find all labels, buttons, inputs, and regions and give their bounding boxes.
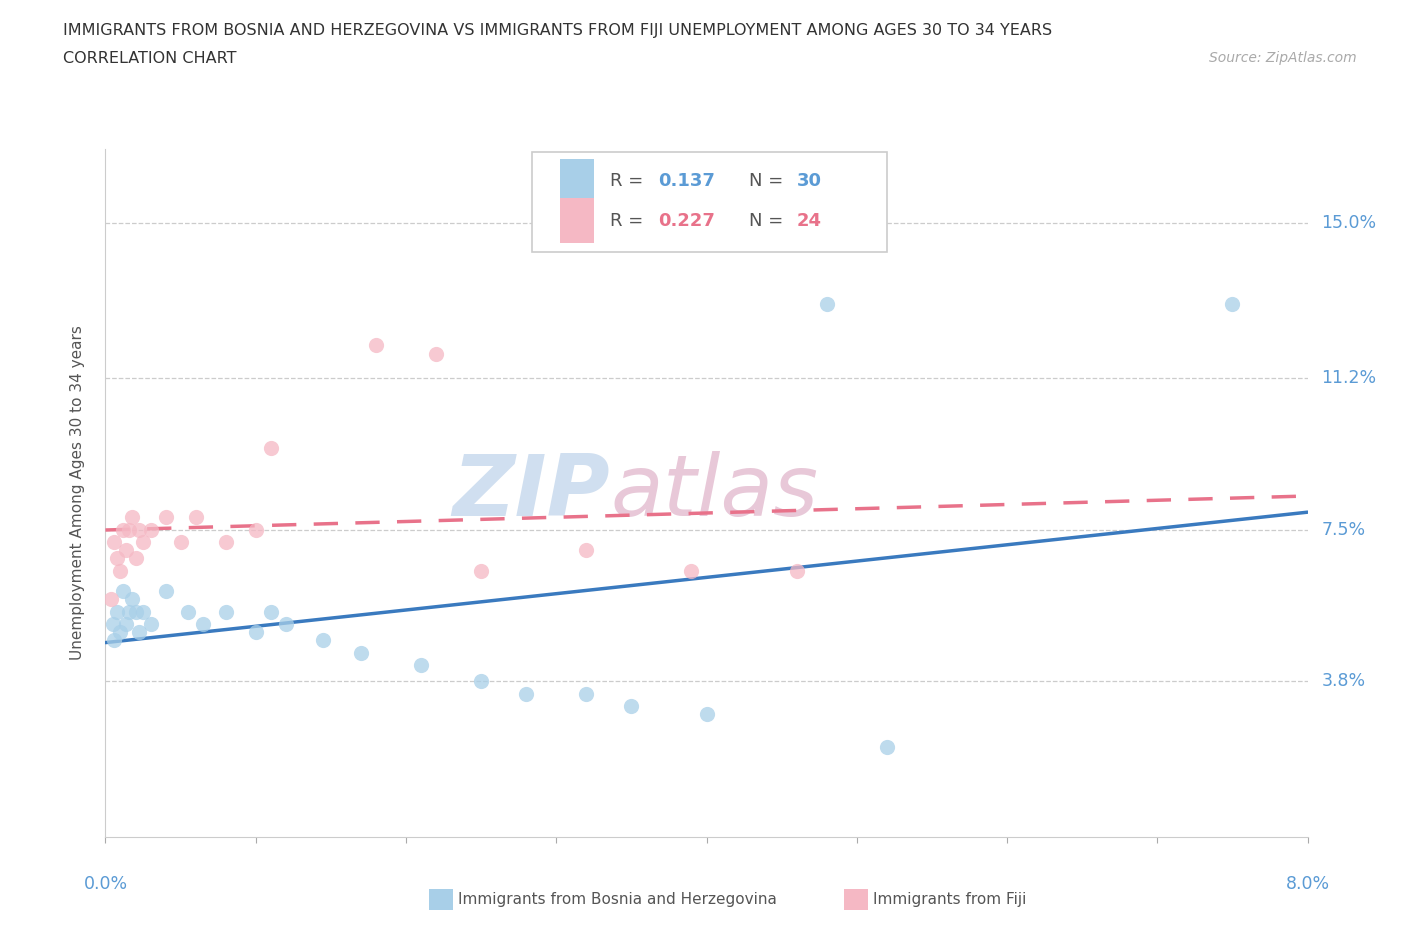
Point — [118, 604, 141, 619]
Point — [191, 617, 214, 631]
Point — [110, 625, 132, 640]
Point — [139, 617, 162, 631]
Y-axis label: Unemployment Among Ages 30 to 34 years: Unemployment Among Ages 30 to 34 years — [70, 326, 84, 660]
FancyBboxPatch shape — [560, 198, 593, 244]
Text: 0.227: 0.227 — [658, 211, 716, 230]
Point — [470, 674, 492, 689]
Point — [110, 564, 132, 578]
Text: R =: R = — [610, 172, 644, 191]
Text: Immigrants from Fiji: Immigrants from Fiji — [873, 892, 1026, 907]
Point — [103, 535, 125, 550]
Point — [100, 592, 122, 607]
Point — [132, 535, 155, 550]
Text: ZIP: ZIP — [453, 451, 610, 535]
Point — [115, 543, 138, 558]
Point — [121, 592, 143, 607]
Point — [425, 346, 447, 361]
Point — [112, 584, 135, 599]
Point — [350, 645, 373, 660]
Text: CORRELATION CHART: CORRELATION CHART — [63, 51, 236, 66]
Text: 0.137: 0.137 — [658, 172, 716, 191]
Text: 7.5%: 7.5% — [1322, 521, 1365, 538]
Point — [214, 604, 236, 619]
Text: 0.0%: 0.0% — [83, 875, 128, 893]
Text: Source: ZipAtlas.com: Source: ZipAtlas.com — [1209, 51, 1357, 65]
Point — [107, 551, 129, 565]
Point — [155, 584, 177, 599]
Point — [245, 625, 267, 640]
Point — [364, 338, 387, 352]
Point — [876, 739, 898, 754]
Text: 24: 24 — [797, 211, 821, 230]
Point — [260, 441, 283, 456]
Text: 8.0%: 8.0% — [1285, 875, 1330, 893]
Text: 3.8%: 3.8% — [1322, 672, 1365, 690]
Point — [815, 297, 838, 312]
Point — [575, 686, 598, 701]
Text: atlas: atlas — [610, 451, 818, 535]
Text: IMMIGRANTS FROM BOSNIA AND HERZEGOVINA VS IMMIGRANTS FROM FIJI UNEMPLOYMENT AMON: IMMIGRANTS FROM BOSNIA AND HERZEGOVINA V… — [63, 23, 1053, 38]
Point — [245, 523, 267, 538]
Point — [139, 523, 162, 538]
Point — [128, 625, 150, 640]
Point — [620, 698, 643, 713]
Point — [107, 604, 129, 619]
Point — [124, 604, 146, 619]
Point — [312, 633, 335, 648]
Point — [260, 604, 283, 619]
Point — [575, 543, 598, 558]
Point — [155, 510, 177, 525]
Point — [101, 617, 124, 631]
Point — [115, 617, 138, 631]
FancyBboxPatch shape — [560, 159, 593, 205]
Point — [184, 510, 207, 525]
Text: 30: 30 — [797, 172, 821, 191]
Point — [124, 551, 146, 565]
Point — [786, 564, 808, 578]
Text: N =: N = — [748, 211, 783, 230]
Point — [696, 707, 718, 722]
Text: Immigrants from Bosnia and Herzegovina: Immigrants from Bosnia and Herzegovina — [458, 892, 778, 907]
Point — [132, 604, 155, 619]
Point — [177, 604, 200, 619]
Point — [128, 523, 150, 538]
Text: 15.0%: 15.0% — [1322, 214, 1376, 232]
Point — [121, 510, 143, 525]
Point — [1222, 297, 1244, 312]
Point — [274, 617, 297, 631]
Point — [515, 686, 537, 701]
Point — [169, 535, 191, 550]
Text: N =: N = — [748, 172, 783, 191]
Point — [409, 658, 432, 672]
Point — [112, 523, 135, 538]
Point — [214, 535, 236, 550]
FancyBboxPatch shape — [533, 153, 887, 252]
Text: 11.2%: 11.2% — [1322, 369, 1376, 387]
Point — [118, 523, 141, 538]
Point — [681, 564, 703, 578]
Point — [103, 633, 125, 648]
Point — [470, 564, 492, 578]
Text: R =: R = — [610, 211, 644, 230]
